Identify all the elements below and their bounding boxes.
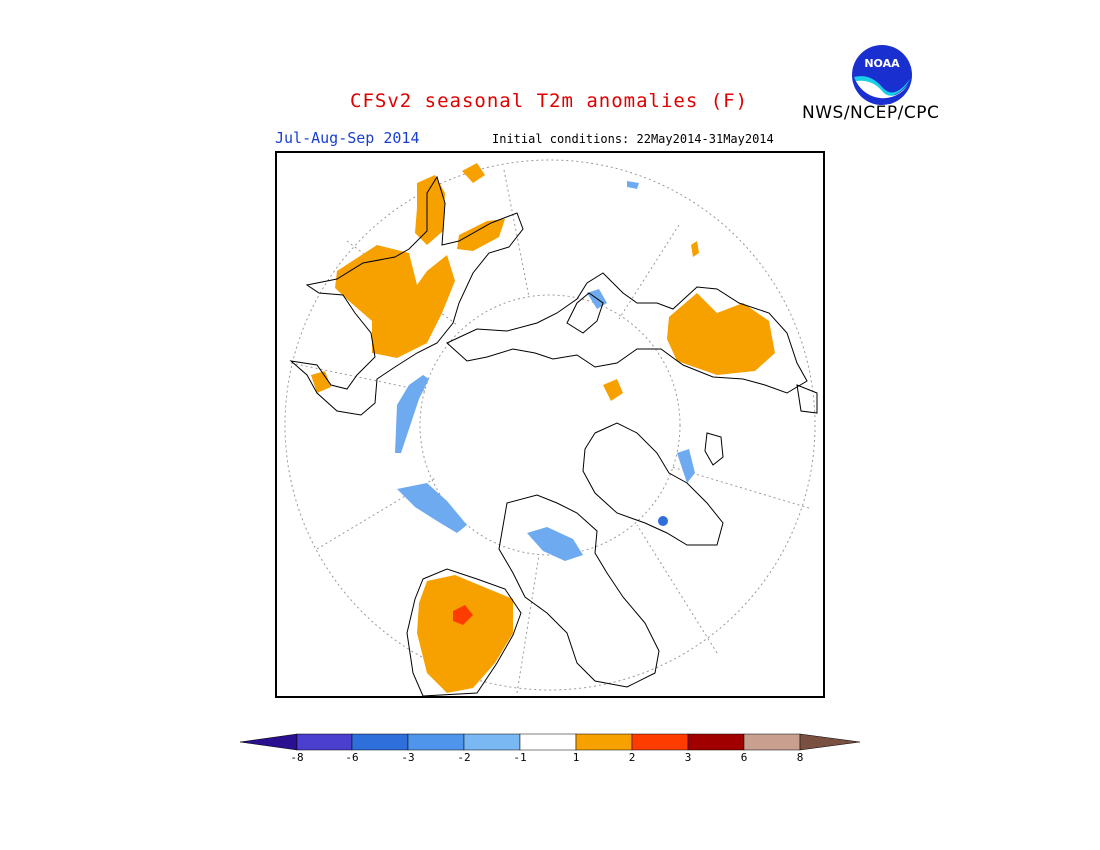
colorbar xyxy=(239,733,862,755)
warm-region-europe xyxy=(335,245,455,358)
colorbar-label: 3 xyxy=(684,751,692,764)
colorbar-swatch xyxy=(743,733,801,751)
forecast-period: Jul-Aug-Sep 2014 xyxy=(275,129,420,147)
warm-region-kamchatka xyxy=(691,241,699,257)
meridian-lines xyxy=(290,169,810,694)
colorbar-label: -3 xyxy=(401,751,415,764)
cool-region-hudson xyxy=(677,449,695,483)
initial-conditions: Initial conditions: 22May2014-31May2014 xyxy=(492,132,774,146)
noaa-logo: NOAA xyxy=(850,43,914,111)
colorbar-swatch xyxy=(351,733,409,751)
polar-map xyxy=(275,151,825,698)
warm-region-wrangel xyxy=(603,379,623,401)
warm-region-east-siberia xyxy=(667,293,775,375)
colorbar-swatch xyxy=(631,733,689,751)
outer-latitude-circle xyxy=(284,159,816,691)
colorbar-arrow-right xyxy=(799,733,861,751)
warm-region-finland xyxy=(457,219,505,251)
colorbar-swatch xyxy=(519,733,577,751)
colorbar-label: 2 xyxy=(628,751,636,764)
colorbar-swatch xyxy=(463,733,521,751)
warm-region-north-america xyxy=(417,575,513,693)
cool-anomaly-regions xyxy=(395,181,695,561)
logo-text: NOAA xyxy=(864,57,900,70)
colorbar-label: -1 xyxy=(513,751,527,764)
colorbar-labels: -8 -6 -3 -2 -1 1 2 3 6 8 xyxy=(0,751,1100,767)
colorbar-label: -6 xyxy=(345,751,359,764)
colorbar-label: -2 xyxy=(457,751,471,764)
colorbar-swatch xyxy=(407,733,465,751)
warm-anomaly-regions xyxy=(311,163,775,693)
cool-region-north-pacific xyxy=(627,181,639,189)
colorbar-swatch xyxy=(687,733,745,751)
cool-region-baltic xyxy=(395,375,429,453)
colorbar-label: 8 xyxy=(796,751,804,764)
agency-label: NWS/NCEP/CPC xyxy=(802,103,940,123)
map-title: CFSv2 seasonal T2m anomalies (F) xyxy=(350,90,749,112)
cool-region-greenland-sea xyxy=(397,483,467,533)
colorbar-swatch xyxy=(296,733,353,751)
cool-region-arctic-canada xyxy=(527,527,583,561)
warm-hotspot xyxy=(453,605,473,625)
warm-region-iceland xyxy=(462,163,485,183)
coastlines xyxy=(289,175,818,696)
warm-region-africa xyxy=(311,371,331,393)
colorbar-label: -8 xyxy=(290,751,304,764)
warm-region-scandinavia xyxy=(415,175,445,245)
cool-hotspot xyxy=(658,516,668,526)
colorbar-label: 6 xyxy=(740,751,748,764)
colorbar-arrow-left xyxy=(239,733,298,751)
colorbar-swatch xyxy=(575,733,633,751)
inner-latitude-circle xyxy=(419,294,681,556)
colorbar-label: 1 xyxy=(572,751,580,764)
